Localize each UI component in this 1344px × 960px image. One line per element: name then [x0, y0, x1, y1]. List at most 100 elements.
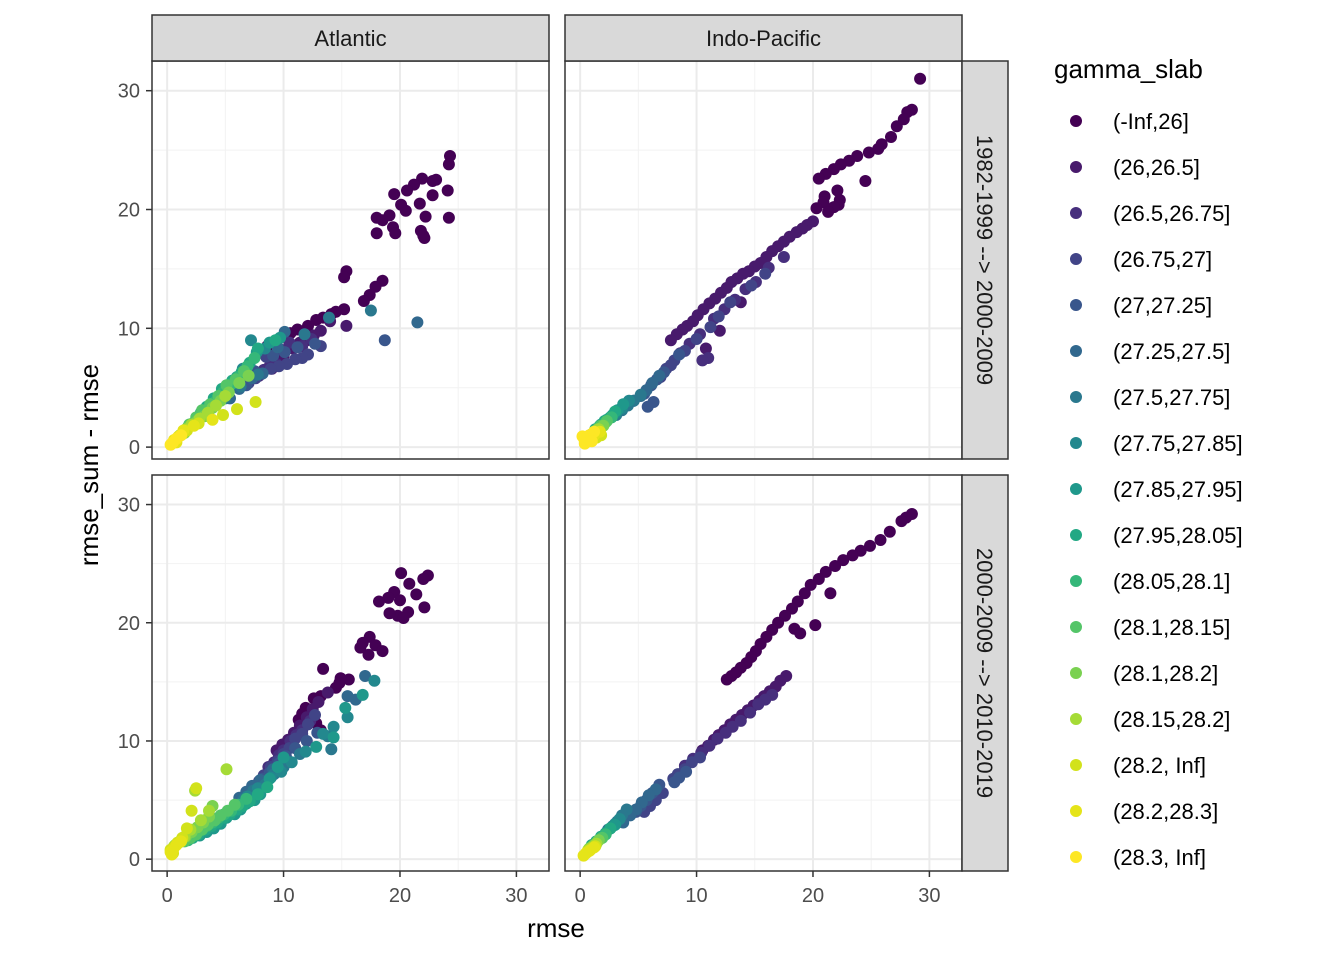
- data-point: [890, 120, 903, 133]
- legend-label: (28.05,28.1]: [1113, 569, 1230, 594]
- data-point: [417, 229, 430, 242]
- x-axis-title: rmse: [527, 913, 585, 943]
- legend-label: (28.1,28.2]: [1113, 661, 1218, 686]
- legend-swatch: [1070, 805, 1082, 817]
- data-point: [370, 227, 383, 240]
- data-point: [362, 648, 375, 661]
- legend-swatch: [1070, 575, 1082, 587]
- data-point: [210, 399, 222, 412]
- data-point: [403, 577, 416, 590]
- legend-item: (28.1,28.15]: [1070, 615, 1230, 640]
- data-point: [321, 686, 334, 699]
- data-point: [317, 662, 330, 675]
- data-point: [883, 525, 896, 538]
- data-point: [269, 334, 282, 347]
- x-tick-label: 30: [505, 885, 527, 907]
- points: [576, 72, 927, 450]
- y-tick-label: 30: [118, 495, 140, 517]
- legend-swatch: [1070, 115, 1082, 127]
- data-point: [327, 731, 340, 744]
- data-point: [180, 822, 193, 835]
- data-point: [426, 175, 439, 187]
- data-point: [711, 732, 724, 745]
- legend-label: (26,26.5]: [1113, 155, 1200, 180]
- data-point: [410, 588, 423, 601]
- data-point: [704, 321, 717, 334]
- data-point: [914, 72, 927, 85]
- strip-label: 1982-1999 --> 2000-2009: [972, 135, 997, 385]
- data-point: [185, 804, 198, 817]
- legend-item: (27.25,27.5]: [1070, 339, 1230, 364]
- data-point: [242, 369, 255, 382]
- data-point: [862, 146, 875, 159]
- data-point: [397, 612, 410, 624]
- data-point: [824, 587, 837, 600]
- data-point: [809, 619, 822, 632]
- data-point: [309, 709, 321, 721]
- data-point: [745, 279, 758, 292]
- data-point: [831, 184, 844, 197]
- data-point: [401, 184, 413, 197]
- legend-label: (27.85,27.95]: [1113, 477, 1243, 502]
- panel-indo-pacific-2: [564, 474, 963, 872]
- data-point: [233, 377, 246, 389]
- data-point: [419, 210, 432, 223]
- legend: gamma_slab (-Inf,26] (26,26.5] (26.5,26.75…: [1054, 54, 1243, 870]
- data-point: [794, 627, 807, 640]
- data-point: [752, 698, 765, 711]
- data-point: [720, 673, 733, 686]
- strip-label: Indo-Pacific: [706, 26, 821, 51]
- legend-item: (28.15,28.2]: [1070, 707, 1230, 732]
- data-point: [340, 319, 353, 332]
- strip-background: [151, 14, 550, 62]
- data-point: [194, 814, 207, 827]
- legend-item: (28.2, Inf]: [1070, 753, 1206, 778]
- data-point: [696, 354, 709, 367]
- data-point: [759, 267, 772, 280]
- data-point: [376, 214, 389, 227]
- data-point: [388, 188, 401, 201]
- data-point: [317, 727, 330, 740]
- legend-item: (27.5,27.75]: [1070, 385, 1230, 410]
- legend-swatch: [1070, 529, 1082, 541]
- panels-layer: [151, 60, 963, 872]
- legend-swatch: [1070, 759, 1082, 771]
- panel-background: [565, 475, 962, 871]
- legend-label: (26.5,26.75]: [1113, 201, 1230, 226]
- data-point: [664, 334, 677, 347]
- data-point: [299, 745, 312, 758]
- data-point: [846, 549, 859, 562]
- data-point: [872, 142, 885, 155]
- data-point: [339, 701, 352, 714]
- legend-label: (28.1,28.15]: [1113, 615, 1230, 640]
- axes-layer: 0 10 20 30 0 10 20 30 0 10 20 30 0 10 20 30: [118, 81, 941, 907]
- y-tick-label: 10: [118, 731, 140, 753]
- data-point: [341, 711, 354, 724]
- data-point: [413, 197, 426, 210]
- data-point: [164, 438, 177, 451]
- y-tick-label: 20: [118, 613, 140, 635]
- data-point: [712, 310, 725, 323]
- data-point: [325, 743, 338, 756]
- x-tick-label: 0: [575, 885, 586, 907]
- data-point: [373, 595, 385, 608]
- legend-item: (28.05,28.1]: [1070, 569, 1230, 594]
- data-point: [376, 645, 389, 658]
- strip-label: Atlantic: [314, 26, 386, 51]
- data-point: [418, 601, 431, 614]
- data-point: [217, 409, 229, 421]
- data-point: [699, 342, 712, 355]
- data-point: [885, 131, 897, 143]
- panel-atlantic-2: [151, 474, 550, 872]
- legend-swatch: [1070, 299, 1082, 311]
- x-tick-label: 0: [162, 885, 173, 907]
- data-point: [426, 189, 439, 202]
- data-point: [364, 304, 377, 317]
- legend-swatch: [1070, 161, 1082, 173]
- legend-swatch: [1070, 253, 1082, 265]
- data-point: [251, 788, 264, 801]
- legend-label: (28.2, Inf]: [1113, 753, 1206, 778]
- data-point: [668, 776, 681, 789]
- legend-label: (27.25,27.5]: [1113, 339, 1230, 364]
- legend-swatch: [1070, 483, 1082, 495]
